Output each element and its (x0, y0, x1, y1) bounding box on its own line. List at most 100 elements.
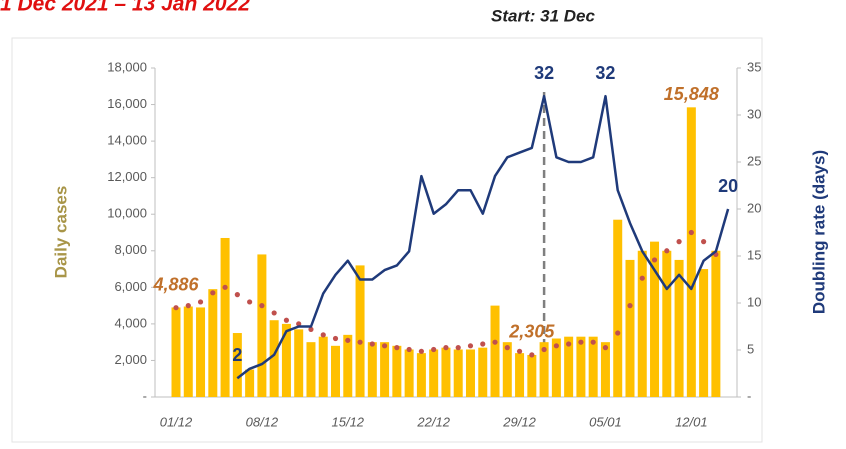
x-tick-label: 05/01 (589, 414, 622, 429)
bar (441, 347, 451, 397)
bar (196, 307, 206, 397)
bar (331, 345, 341, 397)
y2-tick-label: 35 (747, 59, 761, 74)
avg-dot (566, 341, 572, 347)
bar (637, 250, 647, 397)
bar (281, 323, 291, 397)
bar (576, 336, 586, 397)
avg-dot (222, 284, 228, 290)
data-label: 2,305 (508, 322, 555, 342)
bar (650, 241, 660, 397)
avg-dot (615, 330, 621, 336)
x-tick-label: 12/01 (675, 414, 708, 429)
avg-dot (369, 341, 375, 347)
avg-dot (259, 303, 265, 309)
avg-dot (296, 321, 302, 327)
avg-dot (701, 239, 707, 245)
bar (183, 306, 193, 397)
vline-label: Start: 31 Dec (491, 6, 595, 25)
avg-dot (553, 343, 559, 349)
y-tick-label: 16,000 (107, 96, 147, 111)
y2-tick-label: 25 (747, 153, 761, 168)
avg-dot (504, 345, 510, 351)
y-tick-label: 14,000 (107, 133, 147, 148)
x-tick-label: 01/12 (160, 414, 193, 429)
avg-dot (541, 346, 547, 353)
avg-dot (394, 345, 400, 351)
y2-tick-label: 30 (747, 106, 761, 121)
bar (294, 329, 304, 397)
bar (171, 307, 181, 397)
bar (662, 250, 672, 397)
x-tick-label: 29/12 (502, 414, 536, 429)
avg-dot (676, 239, 682, 245)
y-tick-label: - (143, 388, 147, 403)
avg-dot (492, 339, 498, 345)
bar (613, 219, 623, 397)
data-label: 4,886 (152, 274, 199, 294)
bar (306, 342, 316, 397)
y2-tick-label: 20 (747, 200, 761, 215)
bar (232, 333, 242, 397)
avg-dot (664, 248, 670, 254)
avg-dot (602, 345, 609, 351)
y2-tick-label: - (747, 388, 751, 403)
avg-dot (516, 348, 523, 354)
avg-dot (381, 343, 388, 349)
bar (269, 320, 279, 397)
bar (465, 349, 475, 397)
avg-dot (480, 341, 486, 347)
bar (453, 349, 463, 397)
avg-dot (357, 339, 363, 345)
avg-dot (283, 317, 290, 323)
x-tick-label: 15/12 (332, 414, 365, 429)
avg-dot (406, 346, 412, 353)
data-label: 20 (718, 176, 738, 196)
y2-tick-label: 10 (747, 294, 761, 309)
avg-dot (197, 299, 204, 305)
avg-dot (627, 303, 633, 309)
bar (515, 353, 525, 397)
bar (257, 254, 267, 397)
bar (416, 353, 426, 397)
avg-dot (651, 257, 658, 263)
bar (245, 369, 255, 397)
y-tick-label: 8,000 (114, 242, 147, 257)
y-axis-title: Daily cases (51, 186, 70, 279)
avg-dot (234, 292, 240, 298)
chart-title: 1 Dec 2021 – 13 Jan 2022 (0, 0, 250, 16)
bar (404, 349, 414, 397)
data-label: 2 (232, 345, 242, 365)
avg-dot (345, 337, 351, 343)
doubling-line (236, 94, 730, 380)
avg-dot (271, 310, 277, 316)
y2-tick-label: 15 (747, 247, 761, 262)
bar (478, 347, 488, 397)
bar (674, 259, 684, 397)
bar (699, 269, 709, 397)
bar (343, 334, 353, 397)
bar (367, 342, 377, 397)
bar (220, 237, 230, 397)
avg-dot (529, 352, 535, 358)
bar (318, 336, 328, 397)
panel (11, 37, 763, 443)
y-tick-label: 2,000 (114, 352, 147, 367)
bar (208, 289, 218, 397)
avg-dot (688, 229, 694, 236)
avg-dot (455, 345, 461, 351)
avg-dot (247, 299, 253, 305)
y2-tick-label: 5 (747, 341, 754, 356)
bar (355, 265, 365, 397)
avg-dot (431, 346, 437, 353)
bar (502, 342, 512, 397)
avg-dot (210, 290, 216, 296)
data-label: 15,848 (664, 84, 719, 104)
bar (625, 259, 635, 397)
avg-dot (590, 339, 596, 345)
y-tick-label: 18,000 (107, 59, 147, 74)
y-tick-label: 4,000 (114, 315, 147, 330)
x-tick-label: 08/12 (246, 414, 279, 429)
avg-dot (639, 275, 645, 281)
